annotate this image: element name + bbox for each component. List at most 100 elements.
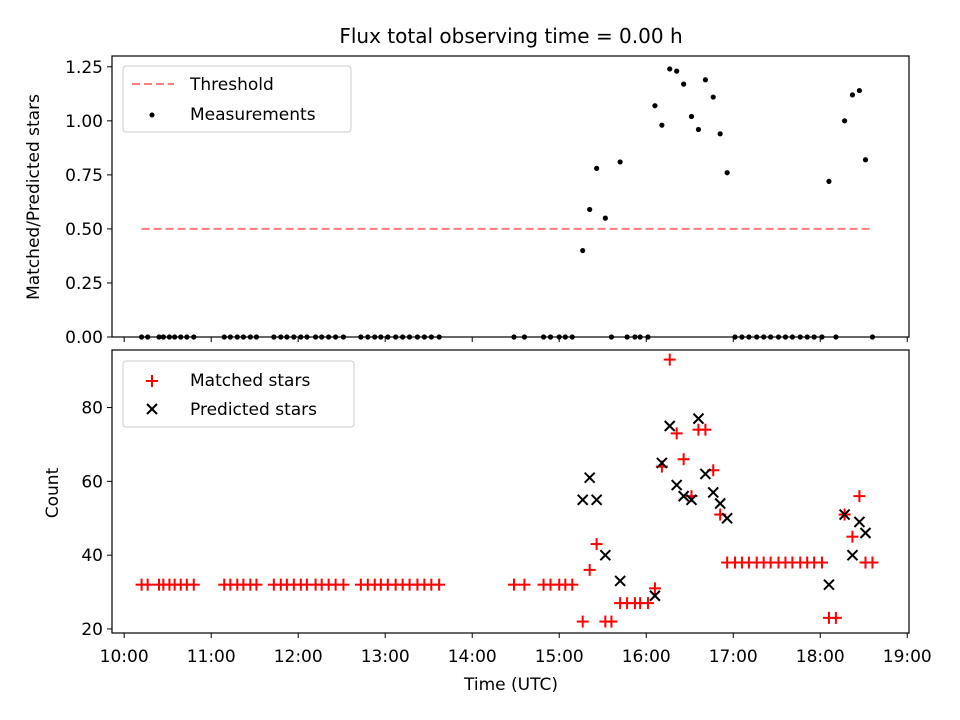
predicted-star-marker xyxy=(859,527,872,539)
predicted-star-marker xyxy=(853,516,866,528)
matched-star-marker xyxy=(699,423,712,436)
top-legend-box xyxy=(122,65,352,133)
measurement-point xyxy=(695,126,702,133)
matched-star-marker xyxy=(590,538,603,551)
matched-star-marker xyxy=(663,353,676,366)
top-y-tick-label: 0.25 xyxy=(65,274,103,294)
bottom-y-tick-label: 60 xyxy=(81,472,103,492)
matched-star-marker xyxy=(250,578,263,591)
predicted-star-marker xyxy=(692,412,705,425)
predicted-star-marker xyxy=(677,490,690,502)
measurement-point xyxy=(580,247,586,254)
predicted-star-marker xyxy=(685,494,698,506)
matched-star-marker xyxy=(337,578,350,591)
measurement-point xyxy=(849,92,856,98)
measurement-point xyxy=(659,122,665,128)
top-panel: 0.00 0.25 0.50 0.75 1.00 1.25 Matched/Predict… xyxy=(24,55,910,348)
x-tick-label: 11:00 xyxy=(187,647,236,667)
bottom-y-tick-label: 40 xyxy=(81,546,103,566)
x-tick-label: 18:00 xyxy=(796,647,845,667)
x-tick-label: 19:00 xyxy=(883,647,932,667)
measurement-point xyxy=(602,215,608,221)
predicted-star-marker xyxy=(583,471,596,484)
measurements-legend-swatch xyxy=(149,112,155,118)
predicted-star-marker xyxy=(670,479,683,491)
matched-star-marker xyxy=(866,556,879,569)
measurement-point xyxy=(724,170,730,176)
matched-star-marker xyxy=(641,597,654,610)
bottom-axes-frame xyxy=(111,349,910,634)
top-y-tick-label: 1.25 xyxy=(65,58,103,78)
matched-star-marker xyxy=(187,578,200,591)
matched-star-marker xyxy=(566,578,579,591)
measurement-point xyxy=(856,87,863,94)
top-plot-area xyxy=(138,66,876,340)
matched-star-marker xyxy=(853,490,866,503)
x-tick-label: 13:00 xyxy=(361,647,410,667)
matched-star-marker xyxy=(433,578,446,591)
matched-star-marker xyxy=(507,578,520,591)
bottom-y-ticks: 20 40 60 80 xyxy=(81,399,112,640)
top-y-tick-label: 0.75 xyxy=(65,166,103,186)
bottom-legend-box xyxy=(122,360,355,428)
measurements-legend-label: Measurements xyxy=(190,105,316,125)
top-y-axis-label: Matched/Predicted stars xyxy=(24,94,44,300)
x-tick-label: 15:00 xyxy=(535,647,584,667)
bottom-plot-area xyxy=(135,353,879,628)
matched-legend-label: Matched stars xyxy=(190,371,310,391)
x-tick-label: 10:00 xyxy=(100,647,149,667)
predicted-star-marker xyxy=(707,486,719,499)
matched-star-marker xyxy=(677,453,690,466)
predicted-legend-swatch xyxy=(146,403,158,415)
x-tick-label: 12:00 xyxy=(274,647,323,667)
x-tick-label: 16:00 xyxy=(622,647,671,667)
matched-star-marker xyxy=(605,615,618,628)
matched-star-marker xyxy=(829,611,842,624)
predicted-star-marker xyxy=(649,590,661,602)
measurement-point xyxy=(667,66,673,72)
top-y-tick-label: 0.50 xyxy=(65,220,103,240)
measurement-point xyxy=(594,165,600,171)
measurement-point xyxy=(674,68,680,74)
measurement-point xyxy=(681,81,687,87)
matched-star-marker xyxy=(815,556,828,569)
measurement-point xyxy=(717,131,723,137)
predicted-star-marker xyxy=(823,578,835,591)
threshold-legend-label: Threshold xyxy=(189,75,274,95)
x-tick-label: 14:00 xyxy=(448,647,497,667)
measurement-point xyxy=(587,206,593,213)
predicted-star-marker xyxy=(714,497,726,510)
bottom-y-axis-label: Count xyxy=(43,467,63,518)
top-axes-frame xyxy=(111,55,910,338)
predicted-star-marker xyxy=(614,575,626,587)
matched-star-marker xyxy=(576,615,589,628)
measurement-point xyxy=(702,77,708,83)
matched-star-marker xyxy=(670,427,683,440)
matched-star-marker xyxy=(846,530,859,543)
bottom-legend: Matched stars Predicted stars xyxy=(122,360,355,428)
measurement-point xyxy=(842,118,848,124)
predicted-star-marker xyxy=(577,494,589,506)
top-legend: Threshold Measurements xyxy=(122,65,352,133)
predicted-star-marker xyxy=(656,457,668,469)
measurement-point xyxy=(652,103,658,109)
x-tick-label: 17:00 xyxy=(709,647,758,667)
predicted-star-marker xyxy=(599,549,612,561)
predicted-star-marker xyxy=(846,549,859,561)
predicted-legend-label: Predicted stars xyxy=(190,400,317,420)
measurement-point xyxy=(688,113,695,120)
bottom-panel: 20 40 60 80 10:00 11:00 12:00 13:00 14:00 15:00 1… xyxy=(43,349,932,695)
predicted-star-marker xyxy=(590,494,603,506)
top-y-tick-label: 1.00 xyxy=(65,112,103,132)
top-x-ticks xyxy=(123,337,908,342)
matched-star-marker xyxy=(583,563,596,576)
x-axis-label: Time (UTC) xyxy=(463,675,558,695)
measurement-point xyxy=(826,178,832,184)
measurement-point xyxy=(710,94,716,100)
top-y-tick-label: 0.00 xyxy=(65,328,103,348)
bottom-y-tick-label: 20 xyxy=(81,620,103,640)
matched-star-marker xyxy=(141,578,154,591)
bottom-y-tick-label: 80 xyxy=(81,399,103,419)
matched-star-marker xyxy=(518,578,531,591)
